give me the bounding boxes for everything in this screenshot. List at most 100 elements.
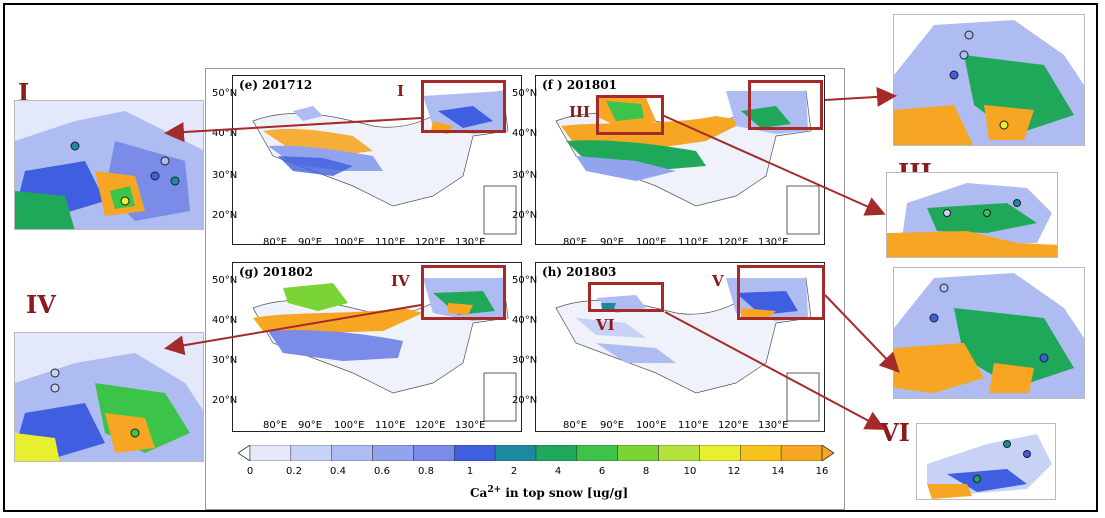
lat-label-h-20: 20°N bbox=[512, 395, 538, 406]
lat-label-e-30: 30°N bbox=[212, 170, 238, 181]
colorbar-segment bbox=[372, 445, 414, 461]
lon-label-e-130: 130°E bbox=[455, 237, 486, 248]
region-box-V bbox=[737, 265, 825, 320]
colorbar-segment bbox=[290, 445, 332, 461]
colorbar-tick: 0.2 bbox=[286, 466, 302, 477]
lon-label-g-120: 120°E bbox=[415, 420, 446, 431]
map-label-V: V bbox=[712, 272, 724, 290]
arrow-VI bbox=[664, 311, 886, 430]
lon-label-f-130: 130°E bbox=[758, 237, 789, 248]
colorbar-segment bbox=[740, 445, 782, 461]
colorbar-segment bbox=[331, 445, 373, 461]
inset-II bbox=[893, 14, 1085, 146]
lon-label-h-130: 130°E bbox=[758, 420, 789, 431]
inset-I bbox=[14, 100, 204, 230]
lon-label-h-120: 120°E bbox=[718, 420, 749, 431]
lon-label-f-110: 110°E bbox=[678, 237, 709, 248]
inset-IV-svg bbox=[15, 333, 203, 461]
lon-label-g-130: 130°E bbox=[455, 420, 486, 431]
colorbar-over-triangle bbox=[821, 445, 834, 461]
colorbar-under-triangle bbox=[238, 445, 251, 461]
colorbar-tick: 16 bbox=[815, 466, 829, 477]
lat-label-e-40: 40°N bbox=[212, 128, 238, 139]
inset-II-svg bbox=[894, 15, 1084, 145]
lon-label-g-90: 90°E bbox=[298, 420, 323, 431]
map-panel-g: (g) 201802 bbox=[232, 262, 522, 432]
region-box-VI bbox=[588, 282, 664, 312]
lat-label-f-40: 40°N bbox=[512, 128, 538, 139]
inset-label-I: I bbox=[18, 78, 30, 107]
map-label-I: I bbox=[397, 82, 405, 100]
colorbar-segment bbox=[576, 445, 618, 461]
inset-label-IV: IV bbox=[26, 290, 56, 319]
colorbar-tick: 4 bbox=[554, 466, 562, 477]
map-title-h: (h) 201803 bbox=[542, 265, 617, 279]
colorbar-tick: 6 bbox=[598, 466, 606, 477]
region-box-IV bbox=[421, 265, 506, 320]
map-label-IV: IV bbox=[391, 272, 410, 290]
map-label-VI: VI bbox=[596, 316, 615, 334]
map-panel-h: (h) 201803 bbox=[535, 262, 825, 432]
colorbar-tick: 1 bbox=[466, 466, 474, 477]
region-box-I bbox=[421, 80, 506, 133]
arrow-V bbox=[824, 294, 900, 373]
colorbar-tick: 0.6 bbox=[374, 466, 390, 477]
colorbar-segment bbox=[658, 445, 700, 461]
inset-III bbox=[886, 172, 1058, 258]
lon-label-h-90: 90°E bbox=[600, 420, 625, 431]
colorbar bbox=[238, 445, 834, 461]
lat-label-e-50: 50°N bbox=[212, 88, 238, 99]
inset-VI-svg bbox=[917, 424, 1055, 499]
map-panel-f: (f ) 201801 bbox=[535, 75, 825, 245]
lat-label-f-20: 20°N bbox=[512, 210, 538, 221]
colorbar-tick: 0 bbox=[246, 466, 254, 477]
lon-label-h-110: 110°E bbox=[678, 420, 709, 431]
lon-label-f-90: 90°E bbox=[600, 237, 625, 248]
colorbar-tick: 0.8 bbox=[418, 466, 434, 477]
lon-label-e-100: 100°E bbox=[334, 237, 365, 248]
lon-label-e-90: 90°E bbox=[298, 237, 323, 248]
lat-label-f-30: 30°N bbox=[512, 170, 538, 181]
colorbar-segment bbox=[617, 445, 659, 461]
lon-label-f-80: 80°E bbox=[563, 237, 588, 248]
inset-V-svg bbox=[894, 268, 1084, 398]
colorbar-segment bbox=[780, 445, 823, 461]
lon-label-g-110: 110°E bbox=[375, 420, 406, 431]
lon-label-e-120: 120°E bbox=[415, 237, 446, 248]
arrow-II bbox=[824, 86, 897, 107]
inset-I-svg bbox=[15, 101, 203, 229]
colorbar-segment bbox=[535, 445, 578, 461]
lon-label-f-120: 120°E bbox=[718, 237, 749, 248]
colorbar-segment bbox=[454, 445, 496, 461]
lat-label-h-40: 40°N bbox=[512, 315, 538, 326]
lon-label-h-100: 100°E bbox=[636, 420, 667, 431]
colorbar-segment bbox=[413, 445, 455, 461]
map-title-f: (f ) 201801 bbox=[542, 78, 617, 92]
colorbar-tick: 0.4 bbox=[330, 466, 346, 477]
inset-III-svg bbox=[887, 173, 1057, 257]
lat-label-e-20: 20°N bbox=[212, 210, 238, 221]
colorbar-label-rest: in top snow [ug/g] bbox=[501, 486, 629, 500]
lon-label-e-110: 110°E bbox=[375, 237, 406, 248]
colorbar-segment bbox=[494, 445, 537, 461]
map-e-svg bbox=[252, 90, 517, 235]
map-title-e: (e) 201712 bbox=[239, 78, 313, 92]
lat-label-h-30: 30°N bbox=[512, 355, 538, 366]
colorbar-tick: 10 bbox=[683, 466, 697, 477]
colorbar-tick: 12 bbox=[727, 466, 741, 477]
lon-label-f-100: 100°E bbox=[636, 237, 667, 248]
lon-label-e-80: 80°E bbox=[263, 237, 288, 248]
arrow-I bbox=[164, 117, 422, 143]
lat-label-f-50: 50°N bbox=[512, 88, 538, 99]
colorbar-label-sup: 2+ bbox=[487, 485, 502, 495]
colorbar-segment bbox=[699, 445, 741, 461]
colorbar-tick: 14 bbox=[771, 466, 785, 477]
map-f-svg bbox=[555, 90, 820, 235]
lon-label-g-100: 100°E bbox=[334, 420, 365, 431]
map-h-svg bbox=[555, 277, 820, 422]
region-box-II bbox=[748, 80, 823, 130]
inset-VI bbox=[916, 423, 1056, 500]
lat-label-g-30: 30°N bbox=[212, 355, 238, 366]
lon-label-g-80: 80°E bbox=[263, 420, 288, 431]
inset-V bbox=[893, 267, 1085, 399]
